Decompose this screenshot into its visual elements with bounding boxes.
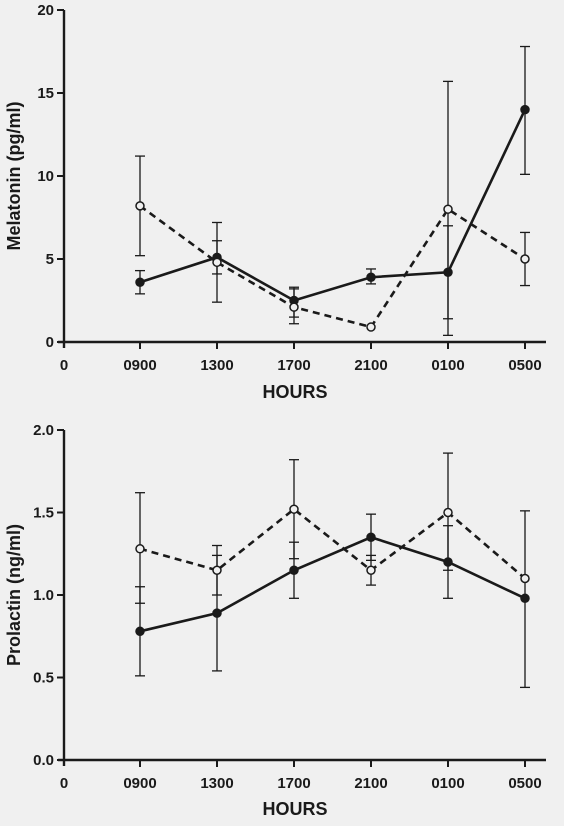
y-tick-label: 0.5: [33, 670, 54, 687]
y-tick-label: 0: [46, 334, 54, 351]
x-tick-label: 1300: [200, 357, 233, 374]
x-tick-label: 0500: [508, 357, 541, 374]
x-tick-label: 1700: [277, 775, 310, 792]
data-point: [366, 322, 376, 332]
data-point: [135, 201, 145, 211]
data-point: [443, 507, 453, 518]
open-circle-series: [135, 80, 530, 332]
data-point: [520, 104, 530, 115]
data-point: [212, 608, 222, 618]
x-tick-label: 1300: [200, 775, 233, 792]
data-point: [135, 544, 145, 554]
dashed-series-line: [139, 204, 526, 329]
solid-series-line: [139, 109, 527, 302]
data-point: [520, 254, 530, 264]
melatonin-panel: 0 5 10 15 20 0 0900 1300 1700 2100 0100 0500 HOURS Me…: [4, 2, 546, 402]
y-tick-label: 15: [37, 85, 54, 102]
data-point: [520, 573, 530, 584]
data-point: [212, 565, 222, 575]
data-point: [443, 204, 453, 214]
y-axis-title: Melatonin (pg/ml): [4, 102, 24, 251]
y-axis-title: Prolactin (ng/ml): [4, 524, 24, 666]
open-circle-series: [135, 452, 530, 604]
data-point: [135, 626, 145, 637]
x-tick-label: 0500: [508, 775, 541, 792]
y-tick-label: 10: [37, 168, 54, 185]
x-tick-label: 0900: [123, 775, 156, 792]
x-tick-label: 0100: [431, 357, 464, 374]
y-tick-label: 20: [37, 2, 54, 19]
data-point: [520, 593, 530, 604]
y-tick-label: 0.0: [33, 752, 54, 769]
prolactin-panel: 0.0 0.5 1.0 1.5 2.0 0 0900 1300 1700 2100 0100 0500…: [4, 422, 546, 819]
x-origin-label: 0: [60, 775, 68, 792]
x-origin-label: 0: [60, 357, 68, 374]
y-tick-label: 5: [46, 251, 54, 268]
data-point: [366, 565, 376, 575]
y-tick-label: 1.0: [33, 587, 54, 604]
x-tick-label: 1700: [277, 357, 310, 374]
data-point: [366, 272, 376, 283]
data-point: [366, 532, 376, 542]
x-axis-title: HOURS: [262, 799, 327, 819]
data-point: [212, 257, 222, 268]
data-point: [289, 565, 299, 575]
data-point: [289, 302, 299, 312]
solid-series-line: [139, 535, 526, 633]
dashed-series-line: [139, 507, 526, 580]
x-axis-title: HOURS: [262, 382, 327, 402]
x-tick-label: 0100: [431, 775, 464, 792]
y-tick-label: 2.0: [33, 422, 54, 439]
x-tick-label: 2100: [354, 775, 387, 792]
x-tick-label: 2100: [354, 357, 387, 374]
x-tick-label: 0900: [123, 357, 156, 374]
y-tick-label: 1.5: [33, 505, 54, 522]
data-point: [135, 277, 145, 287]
data-point: [289, 504, 299, 514]
